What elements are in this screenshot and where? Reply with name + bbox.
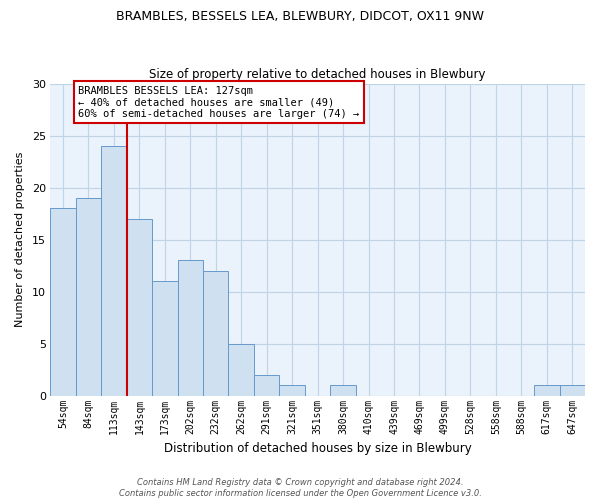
Bar <box>101 146 127 396</box>
Bar <box>229 344 254 396</box>
Bar <box>280 385 305 396</box>
Bar <box>76 198 101 396</box>
Bar <box>534 385 560 396</box>
Bar <box>254 375 280 396</box>
Y-axis label: Number of detached properties: Number of detached properties <box>15 152 25 328</box>
Title: Size of property relative to detached houses in Blewbury: Size of property relative to detached ho… <box>149 68 486 81</box>
Text: BRAMBLES BESSELS LEA: 127sqm
← 40% of detached houses are smaller (49)
60% of se: BRAMBLES BESSELS LEA: 127sqm ← 40% of de… <box>78 86 359 119</box>
Bar <box>50 208 76 396</box>
Bar <box>560 385 585 396</box>
Bar <box>178 260 203 396</box>
Text: BRAMBLES, BESSELS LEA, BLEWBURY, DIDCOT, OX11 9NW: BRAMBLES, BESSELS LEA, BLEWBURY, DIDCOT,… <box>116 10 484 23</box>
Bar <box>331 385 356 396</box>
Bar <box>203 271 229 396</box>
X-axis label: Distribution of detached houses by size in Blewbury: Distribution of detached houses by size … <box>164 442 472 455</box>
Text: Contains HM Land Registry data © Crown copyright and database right 2024.
Contai: Contains HM Land Registry data © Crown c… <box>119 478 481 498</box>
Bar <box>152 281 178 396</box>
Bar <box>127 219 152 396</box>
